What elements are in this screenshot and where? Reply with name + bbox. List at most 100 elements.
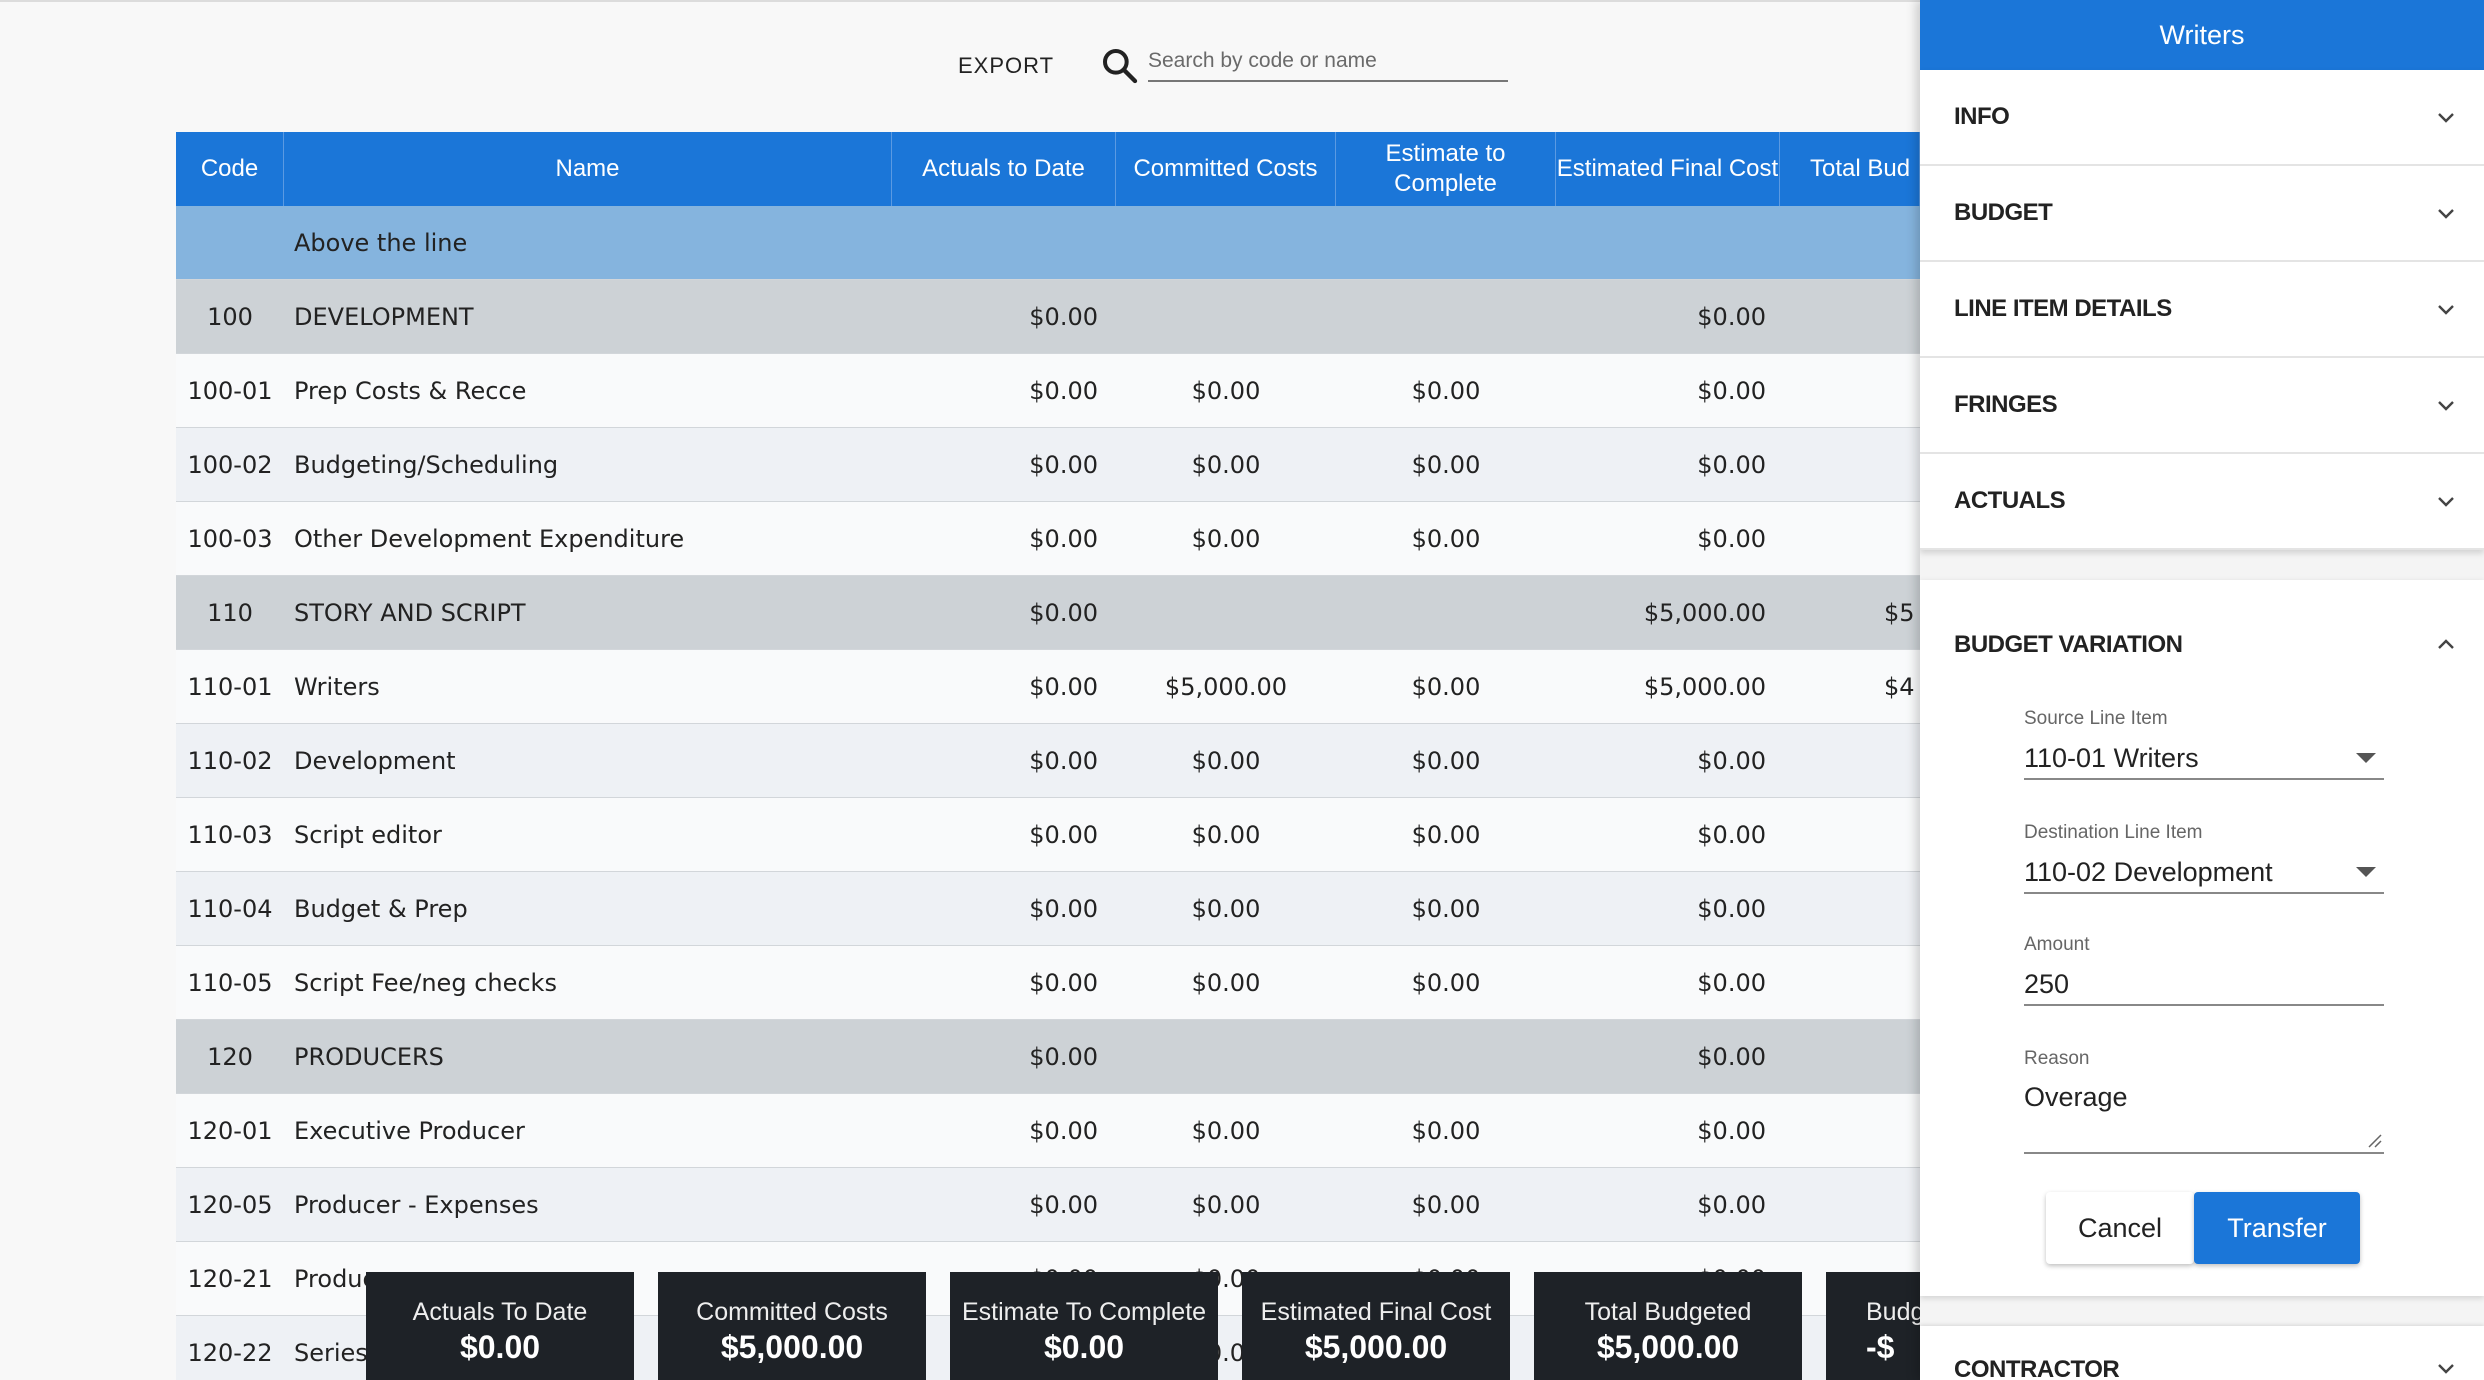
chevron-down-icon[interactable] (2434, 297, 2458, 321)
reason-value: Overage (2024, 1082, 2128, 1112)
header-name[interactable]: Name (284, 132, 892, 206)
summary-value: $5,000.00 (720, 1329, 864, 1365)
table-row[interactable]: 120-05 Producer - Expenses $0.00 $0.00 $0.00… (176, 1168, 1920, 1242)
cell-name: Development (294, 746, 456, 775)
table-row[interactable]: 100-02 Budgeting/Scheduling $0.00 $0.00 $0.0… (176, 428, 1920, 502)
accordion-contractor[interactable]: CONTRACTOR (1920, 1326, 2484, 1380)
section-row[interactable]: 110 STORY AND SCRIPT $0.00 $5,000.00 $5 (176, 576, 1920, 650)
chevron-down-icon[interactable] (2434, 1356, 2458, 1380)
table-row[interactable]: 110-05 Script Fee/neg checks $0.00 $0.00 $0.… (176, 946, 1920, 1020)
source-line-item-value: 110-01 Writers (2024, 742, 2199, 773)
table-row[interactable]: 100-01 Prep Costs & Recce $0.00 $0.00 $0.00 $… (176, 354, 1920, 428)
destination-line-item-select[interactable]: 110-02 Development (2024, 852, 2384, 894)
budget-variation-header[interactable]: BUDGET VARIATION (1920, 580, 2484, 710)
section-row[interactable]: 120 PRODUCERS $0.00 $0.00 (176, 1020, 1920, 1094)
search-icon[interactable] (1100, 46, 1140, 86)
summary-label: Estimated Final Cost (1260, 1298, 1492, 1326)
summary-label: Committed Costs (696, 1298, 888, 1326)
table-row[interactable]: 100-03 Other Development Expenditure $0.00… (176, 502, 1920, 576)
cell-actuals-to-date: $0.00 (1029, 820, 1098, 849)
cell-actuals-to-date: $0.00 (1029, 524, 1098, 553)
header-actuals-to-date[interactable]: Actuals to Date (892, 132, 1116, 206)
cell-estimated-final-cost: $0.00 (1697, 302, 1766, 331)
summary-value: $5,000.00 (1596, 1329, 1740, 1365)
table-row[interactable]: 110-04 Budget & Prep $0.00 $0.00 $0.00 $0.00 (176, 872, 1920, 946)
cell-estimated-final-cost: $0.00 (1697, 524, 1766, 553)
header-total-budgeted[interactable]: Total Bud (1780, 132, 1920, 206)
cell-committed-costs: $0.00 (1191, 524, 1261, 553)
cell-estimate-to-complete: $0.00 (1411, 524, 1481, 553)
group-row[interactable]: Above the line (176, 206, 1920, 280)
cell-code: 110-01 (187, 672, 273, 701)
header-estimated-final-cost[interactable]: Estimated Final Cost (1556, 132, 1780, 206)
budget-variation-section: BUDGET VARIATION Source Line Item 110-01… (1920, 580, 2484, 1296)
cell-total-budgeted (1780, 946, 1920, 1019)
cell-estimated-final-cost: $5,000.00 (1643, 672, 1766, 701)
cell-name: PRODUCERS (294, 1042, 444, 1071)
cell-code: 120 (207, 1042, 253, 1071)
cell-estimate-to-complete: $0.00 (1411, 1190, 1481, 1219)
cell-actuals-to-date: $0.00 (1029, 450, 1098, 479)
table-row[interactable]: 120-01 Executive Producer $0.00 $0.00 $0.00 $… (176, 1094, 1920, 1168)
source-line-item-select[interactable]: 110-01 Writers (2024, 738, 2384, 780)
cell-committed-costs (1116, 280, 1336, 353)
cell-code: 110-04 (187, 894, 273, 923)
table-row[interactable]: 110-03 Script editor $0.00 $0.00 $0.00 $0.00 (176, 798, 1920, 872)
search-input[interactable] (1148, 42, 1508, 82)
cell-actuals-to-date: $0.00 (1029, 672, 1098, 701)
header-estimate-to-complete[interactable]: Estimate to Complete (1336, 132, 1556, 206)
chevron-down-icon[interactable] (2434, 489, 2458, 513)
cell-code: 110-02 (187, 746, 273, 775)
cell-total-budgeted (1780, 354, 1920, 427)
section-row[interactable]: 100 DEVELOPMENT $0.00 $0.00 (176, 280, 1920, 354)
chevron-down-icon[interactable] (2434, 393, 2458, 417)
destination-line-item-label: Destination Line Item (2024, 822, 2203, 843)
table-row[interactable]: 110-02 Development $0.00 $0.00 $0.00 $0.00 (176, 724, 1920, 798)
cell-estimate-to-complete (1336, 576, 1556, 649)
cell-actuals-to-date: $0.00 (1029, 1116, 1098, 1145)
accordion-fringes[interactable]: FRINGES (1920, 358, 2484, 454)
summary-value: $5,000.00 (1304, 1329, 1448, 1365)
chevron-down-icon[interactable] (2434, 201, 2458, 225)
cell-name: Budget & Prep (294, 894, 468, 923)
cell-estimated-final-cost: $0.00 (1697, 820, 1766, 849)
cell-actuals-to-date: $0.00 (1029, 302, 1098, 331)
group-code (176, 206, 284, 279)
transfer-button[interactable]: Transfer (2194, 1192, 2360, 1264)
table-row[interactable]: 110-01 Writers $0.00 $5,000.00 $0.00 $5,000.0… (176, 650, 1920, 724)
header-committed-costs[interactable]: Committed Costs (1116, 132, 1336, 206)
cell-estimate-to-complete: $0.00 (1411, 672, 1481, 701)
chevron-down-icon[interactable] (2434, 105, 2458, 129)
cell-committed-costs: $0.00 (1191, 1116, 1261, 1145)
accordion-actuals[interactable]: ACTUALS (1920, 454, 2484, 550)
cell-total-budgeted (1780, 1168, 1920, 1241)
cell-total-budgeted (1780, 1094, 1920, 1167)
cell-name: Budgeting/Scheduling (294, 450, 559, 479)
accordion-line-item-details[interactable]: LINE ITEM DETAILS (1920, 262, 2484, 358)
table-header: Code Name Actuals to Date Committed Cost… (176, 132, 1920, 206)
resize-handle-icon[interactable] (2366, 1132, 2382, 1148)
cell-name: Executive Producer (294, 1116, 525, 1145)
cell-name: Producer - Expenses (294, 1190, 539, 1219)
cell-total-budgeted (1780, 1020, 1920, 1093)
amount-input[interactable]: 250 (2024, 964, 2384, 1006)
reason-textarea[interactable]: Overage (2024, 1078, 2384, 1154)
cell-committed-costs (1116, 1020, 1336, 1093)
summary-label: Estimate To Complete (961, 1298, 1207, 1326)
export-button[interactable]: EXPORT (958, 48, 1054, 84)
amount-label: Amount (2024, 934, 2090, 955)
cell-total-budgeted (1780, 502, 1920, 575)
contractor-label: CONTRACTOR (1954, 1356, 2120, 1380)
budget-table: Code Name Actuals to Date Committed Cost… (176, 132, 1920, 1380)
cell-committed-costs: $0.00 (1191, 820, 1261, 849)
cancel-button[interactable]: Cancel (2046, 1192, 2194, 1264)
accordion-budget[interactable]: BUDGET (1920, 166, 2484, 262)
accordion-label: LINE ITEM DETAILS (1954, 295, 2172, 322)
summary-card: Budg -$ (1826, 1272, 1926, 1380)
header-code[interactable]: Code (176, 132, 284, 206)
accordion-label: ACTUALS (1954, 487, 2066, 514)
accordion-info[interactable]: INFO (1920, 70, 2484, 166)
summary-label: Budg (1866, 1298, 1925, 1326)
chevron-up-icon[interactable] (2434, 633, 2458, 657)
